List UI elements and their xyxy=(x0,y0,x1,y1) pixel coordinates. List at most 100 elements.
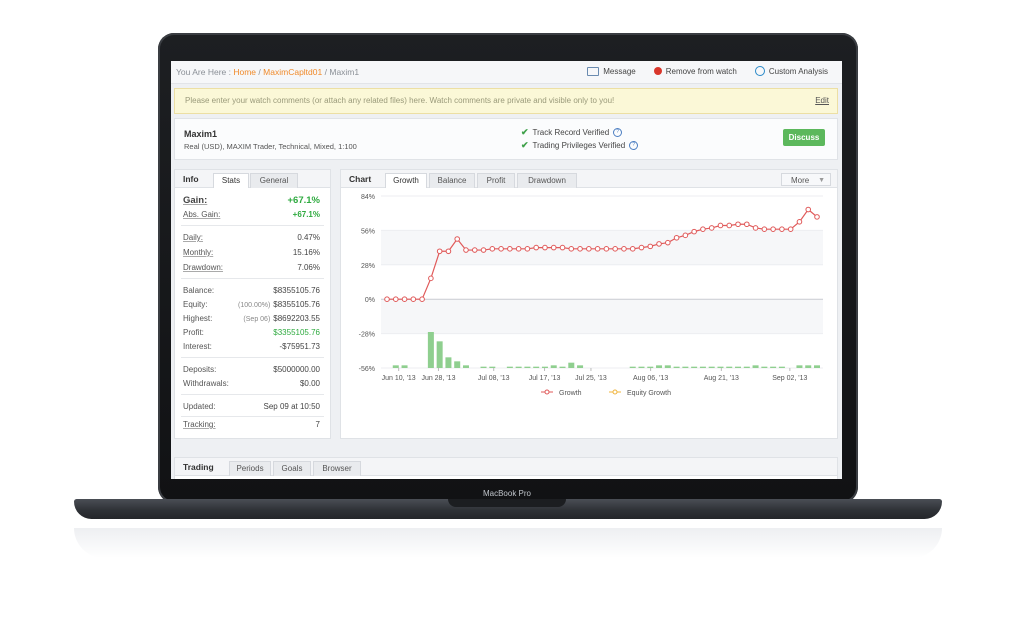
tab-growth[interactable]: Growth xyxy=(385,173,427,188)
tab-profit[interactable]: Profit xyxy=(477,173,515,188)
growth-point xyxy=(524,246,531,252)
breadcrumb-separator: / xyxy=(324,67,327,77)
volume-bar xyxy=(761,366,768,368)
stat-equity: Equity: (100.00%) $8355105.76 xyxy=(183,300,320,311)
growth-point xyxy=(743,221,750,228)
breadcrumb-home-link[interactable]: Home xyxy=(233,67,257,77)
daily-value: 0.47% xyxy=(297,233,320,242)
growth-point xyxy=(550,244,557,251)
account-header: Maxim1 Real (USD), MAXIM Trader, Technic… xyxy=(174,118,838,160)
chart-panel: Chart Growth Balance Profit Drawdown Mor… xyxy=(340,169,838,439)
updated-value: Sep 09 at 10:50 xyxy=(263,402,321,411)
growth-point xyxy=(621,246,627,252)
abs-gain-value: +67.1% xyxy=(292,210,320,219)
top-bar: You Are Here : Home / MaximCapltd01 / Ma… xyxy=(171,61,842,84)
x-tick-label: Aug 21, '13 xyxy=(704,375,739,382)
growth-point xyxy=(480,247,487,253)
watch-comments-box[interactable]: Please enter your watch comments (or att… xyxy=(174,88,838,114)
volume-bar xyxy=(752,365,759,368)
volume-bar xyxy=(735,366,742,368)
stat-balance: Balance: $8355105.76 xyxy=(183,286,320,297)
more-dropdown[interactable]: More ▼ xyxy=(781,173,831,186)
profit-label: Profit: xyxy=(183,328,204,337)
volume-bar xyxy=(506,366,513,368)
envelope-icon xyxy=(587,66,600,76)
tab-balance[interactable]: Balance xyxy=(429,173,475,188)
growth-point xyxy=(752,225,759,231)
volume-bar xyxy=(805,365,812,368)
growth-point xyxy=(401,296,408,302)
growth-point xyxy=(445,248,452,255)
analysis-label: Custom Analysis xyxy=(768,66,828,76)
stat-gain: Gain: +67.1% xyxy=(183,195,320,208)
trading-tabs: Trading Periods Goals Browser xyxy=(175,458,837,476)
growth-point xyxy=(665,239,671,246)
growth-point xyxy=(629,246,636,252)
volume-bar xyxy=(550,365,557,368)
growth-point xyxy=(507,246,513,252)
tab-goals[interactable]: Goals xyxy=(273,461,311,476)
laptop-base xyxy=(74,499,942,519)
help-icon[interactable]: ? xyxy=(629,141,639,150)
updated-label: Updated: xyxy=(183,402,216,411)
breadcrumb-current: Maxim1 xyxy=(329,67,360,77)
volume-bar xyxy=(568,362,575,368)
account-subtitle: Real (USD), MAXIM Trader, Technical, Mix… xyxy=(184,142,357,151)
growth-point xyxy=(471,247,478,253)
gain-value: +67.1% xyxy=(287,195,321,206)
volume-bar xyxy=(770,366,777,368)
volume-bar xyxy=(533,366,540,368)
growth-point xyxy=(559,244,566,251)
highest-note: (Sep 06) xyxy=(243,316,271,323)
volume-bar xyxy=(638,366,645,368)
tab-browser[interactable]: Browser xyxy=(313,461,361,476)
tracking-link[interactable]: Tracking: xyxy=(183,420,216,429)
tab-periods[interactable]: Periods xyxy=(229,461,271,476)
growth-point xyxy=(392,296,399,302)
breadcrumb: You Are Here : Home / MaximCapltd01 / Ma… xyxy=(176,67,359,77)
growth-point xyxy=(708,225,715,231)
stat-highest: Highest: (Sep 06) $8692203.55 xyxy=(183,314,320,325)
laptop-reflection xyxy=(74,528,942,558)
volume-bar xyxy=(656,365,663,368)
volume-bar xyxy=(691,366,698,368)
stat-drawdown: Drawdown: 7.06% xyxy=(183,263,320,274)
stat-updated: Updated: Sep 09 at 10:50 xyxy=(183,402,320,413)
edit-link[interactable]: Edit xyxy=(815,96,829,105)
growth-point xyxy=(717,222,724,229)
custom-analysis-button[interactable]: Custom Analysis xyxy=(754,66,828,76)
x-tick-label: Sep 02, '13 xyxy=(772,375,807,382)
volume-bar xyxy=(392,365,399,368)
tab-general[interactable]: General xyxy=(250,173,298,188)
help-icon[interactable]: ? xyxy=(613,128,623,137)
volume-bar xyxy=(743,366,750,368)
tab-drawdown[interactable]: Drawdown xyxy=(517,173,577,188)
analysis-icon xyxy=(754,66,765,76)
volume-bar xyxy=(726,366,733,368)
message-button[interactable]: Message xyxy=(587,66,636,76)
highest-value: $8692203.55 xyxy=(273,314,320,323)
volume-bar xyxy=(454,361,461,368)
top-actions: Message Remove from watch Custom Analysi… xyxy=(587,66,828,76)
equity-label: Equity: xyxy=(183,300,208,309)
x-tick-label: Jul 25, '13 xyxy=(575,375,607,382)
watch-comments-placeholder: Please enter your watch comments (or att… xyxy=(185,96,615,105)
remove-from-watch-button[interactable]: Remove from watch xyxy=(653,66,737,76)
check-icon: ✔ xyxy=(521,127,529,137)
y-tick-label: 28% xyxy=(361,263,375,270)
info-tabs: Info Stats General xyxy=(175,170,330,188)
growth-point xyxy=(761,226,768,232)
discuss-button[interactable]: Discuss xyxy=(783,129,825,146)
chevron-down-icon: ▼ xyxy=(818,177,825,184)
tab-stats[interactable]: Stats xyxy=(213,173,249,188)
abs-gain-label: Abs. Gain: xyxy=(183,210,221,219)
volume-bar xyxy=(717,366,724,368)
growth-point xyxy=(612,246,618,252)
volume-bar xyxy=(445,357,452,368)
volume-bar xyxy=(515,366,522,368)
track-record-verified: ✔ Track Record Verified ? xyxy=(521,127,623,138)
breadcrumb-parent-link[interactable]: MaximCapltd01 xyxy=(263,67,323,77)
withdrawals-value: $0.00 xyxy=(299,379,320,388)
growth-point xyxy=(428,275,434,282)
growth-point xyxy=(542,244,548,251)
